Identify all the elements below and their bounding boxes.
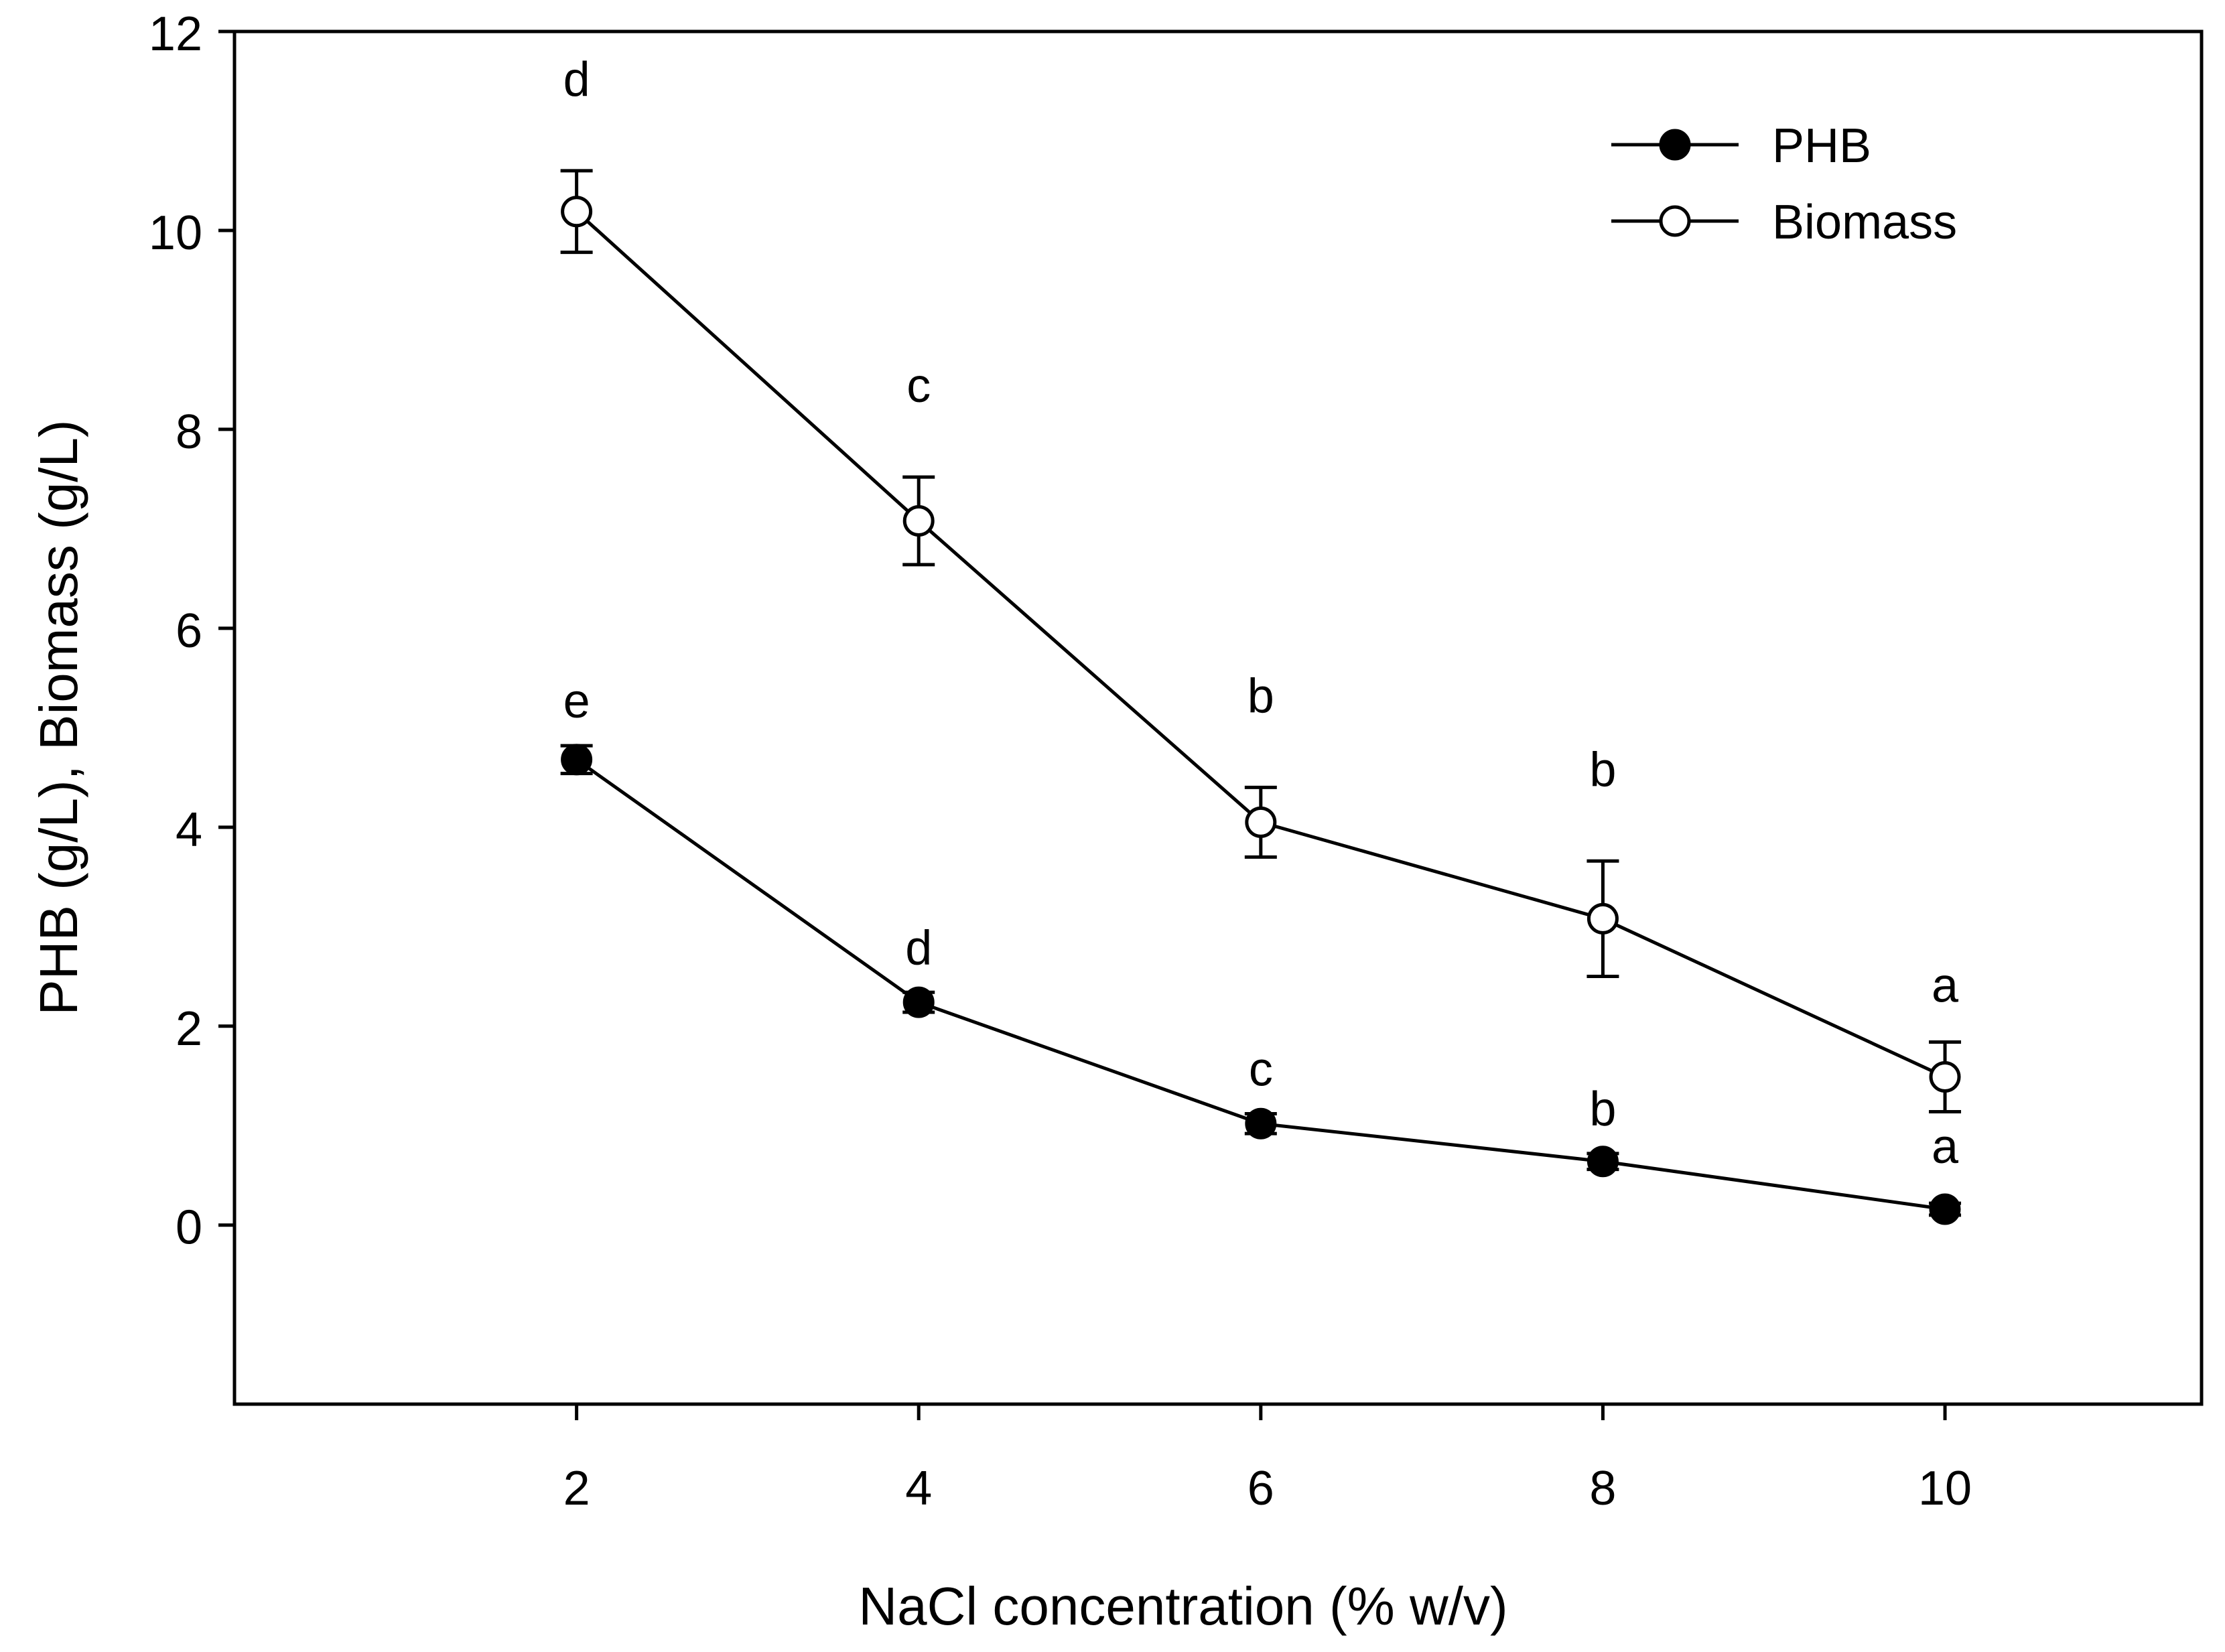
y-tick-label: 0 [176, 1201, 202, 1255]
biomass-point [1929, 1061, 1961, 1093]
biomass-point [1245, 806, 1277, 838]
legend-marker-biomass [1659, 205, 1691, 237]
phb-significance-label: d [905, 921, 932, 975]
biomass-significance-label: b [1589, 743, 1616, 797]
phb-point [1245, 1107, 1277, 1140]
x-tick-label: 2 [563, 1462, 590, 1515]
y-axis-label: PHB (g/L), Biomass (g/L) [29, 419, 88, 1015]
x-tick-label: 8 [1589, 1462, 1616, 1515]
biomass-point [1587, 902, 1619, 935]
x-tick-label: 10 [1918, 1462, 1972, 1515]
phb-significance-label: c [1249, 1042, 1273, 1096]
phb-point [561, 744, 593, 776]
x-tick-label: 4 [905, 1462, 932, 1515]
phb-point [1929, 1193, 1961, 1225]
phb-point [1587, 1146, 1619, 1178]
y-tick-label: 2 [176, 1002, 202, 1056]
biomass-significance-label: c [906, 359, 931, 413]
biomass-point [902, 505, 935, 537]
biomass-series: d c b b a [560, 53, 1962, 1113]
axis-ticks: 0 2 4 6 8 10 12 2 4 6 8 10 [149, 7, 1972, 1515]
phb-series: e d c b a [560, 675, 1962, 1225]
legend-label-phb: PHB [1772, 119, 1871, 173]
x-axis-label: NaCl concentration (% w/v) [858, 1576, 1507, 1636]
y-tick-label: 8 [176, 405, 202, 459]
biomass-line [575, 210, 1946, 1079]
biomass-significance-label: b [1248, 669, 1274, 723]
phb-significance-label: e [563, 675, 590, 728]
series-layer: e d c b a d c b b a [560, 53, 1962, 1225]
legend: PHB Biomass [1611, 119, 1957, 249]
legend-label-biomass: Biomass [1772, 196, 1957, 249]
biomass-significance-label: d [563, 53, 590, 107]
phb-point [902, 986, 935, 1018]
phb-significance-label: b [1589, 1083, 1616, 1136]
plot-frame [232, 29, 2204, 1406]
y-tick-label: 6 [176, 604, 202, 658]
phb-significance-label: a [1932, 1120, 1959, 1174]
x-tick-label: 6 [1248, 1462, 1274, 1515]
legend-marker-phb [1659, 129, 1691, 161]
biomass-point [561, 196, 593, 228]
y-tick-label: 4 [176, 803, 202, 857]
biomass-significance-label: a [1932, 959, 1959, 1013]
y-tick-label: 12 [149, 7, 202, 61]
y-tick-label: 10 [149, 206, 202, 260]
